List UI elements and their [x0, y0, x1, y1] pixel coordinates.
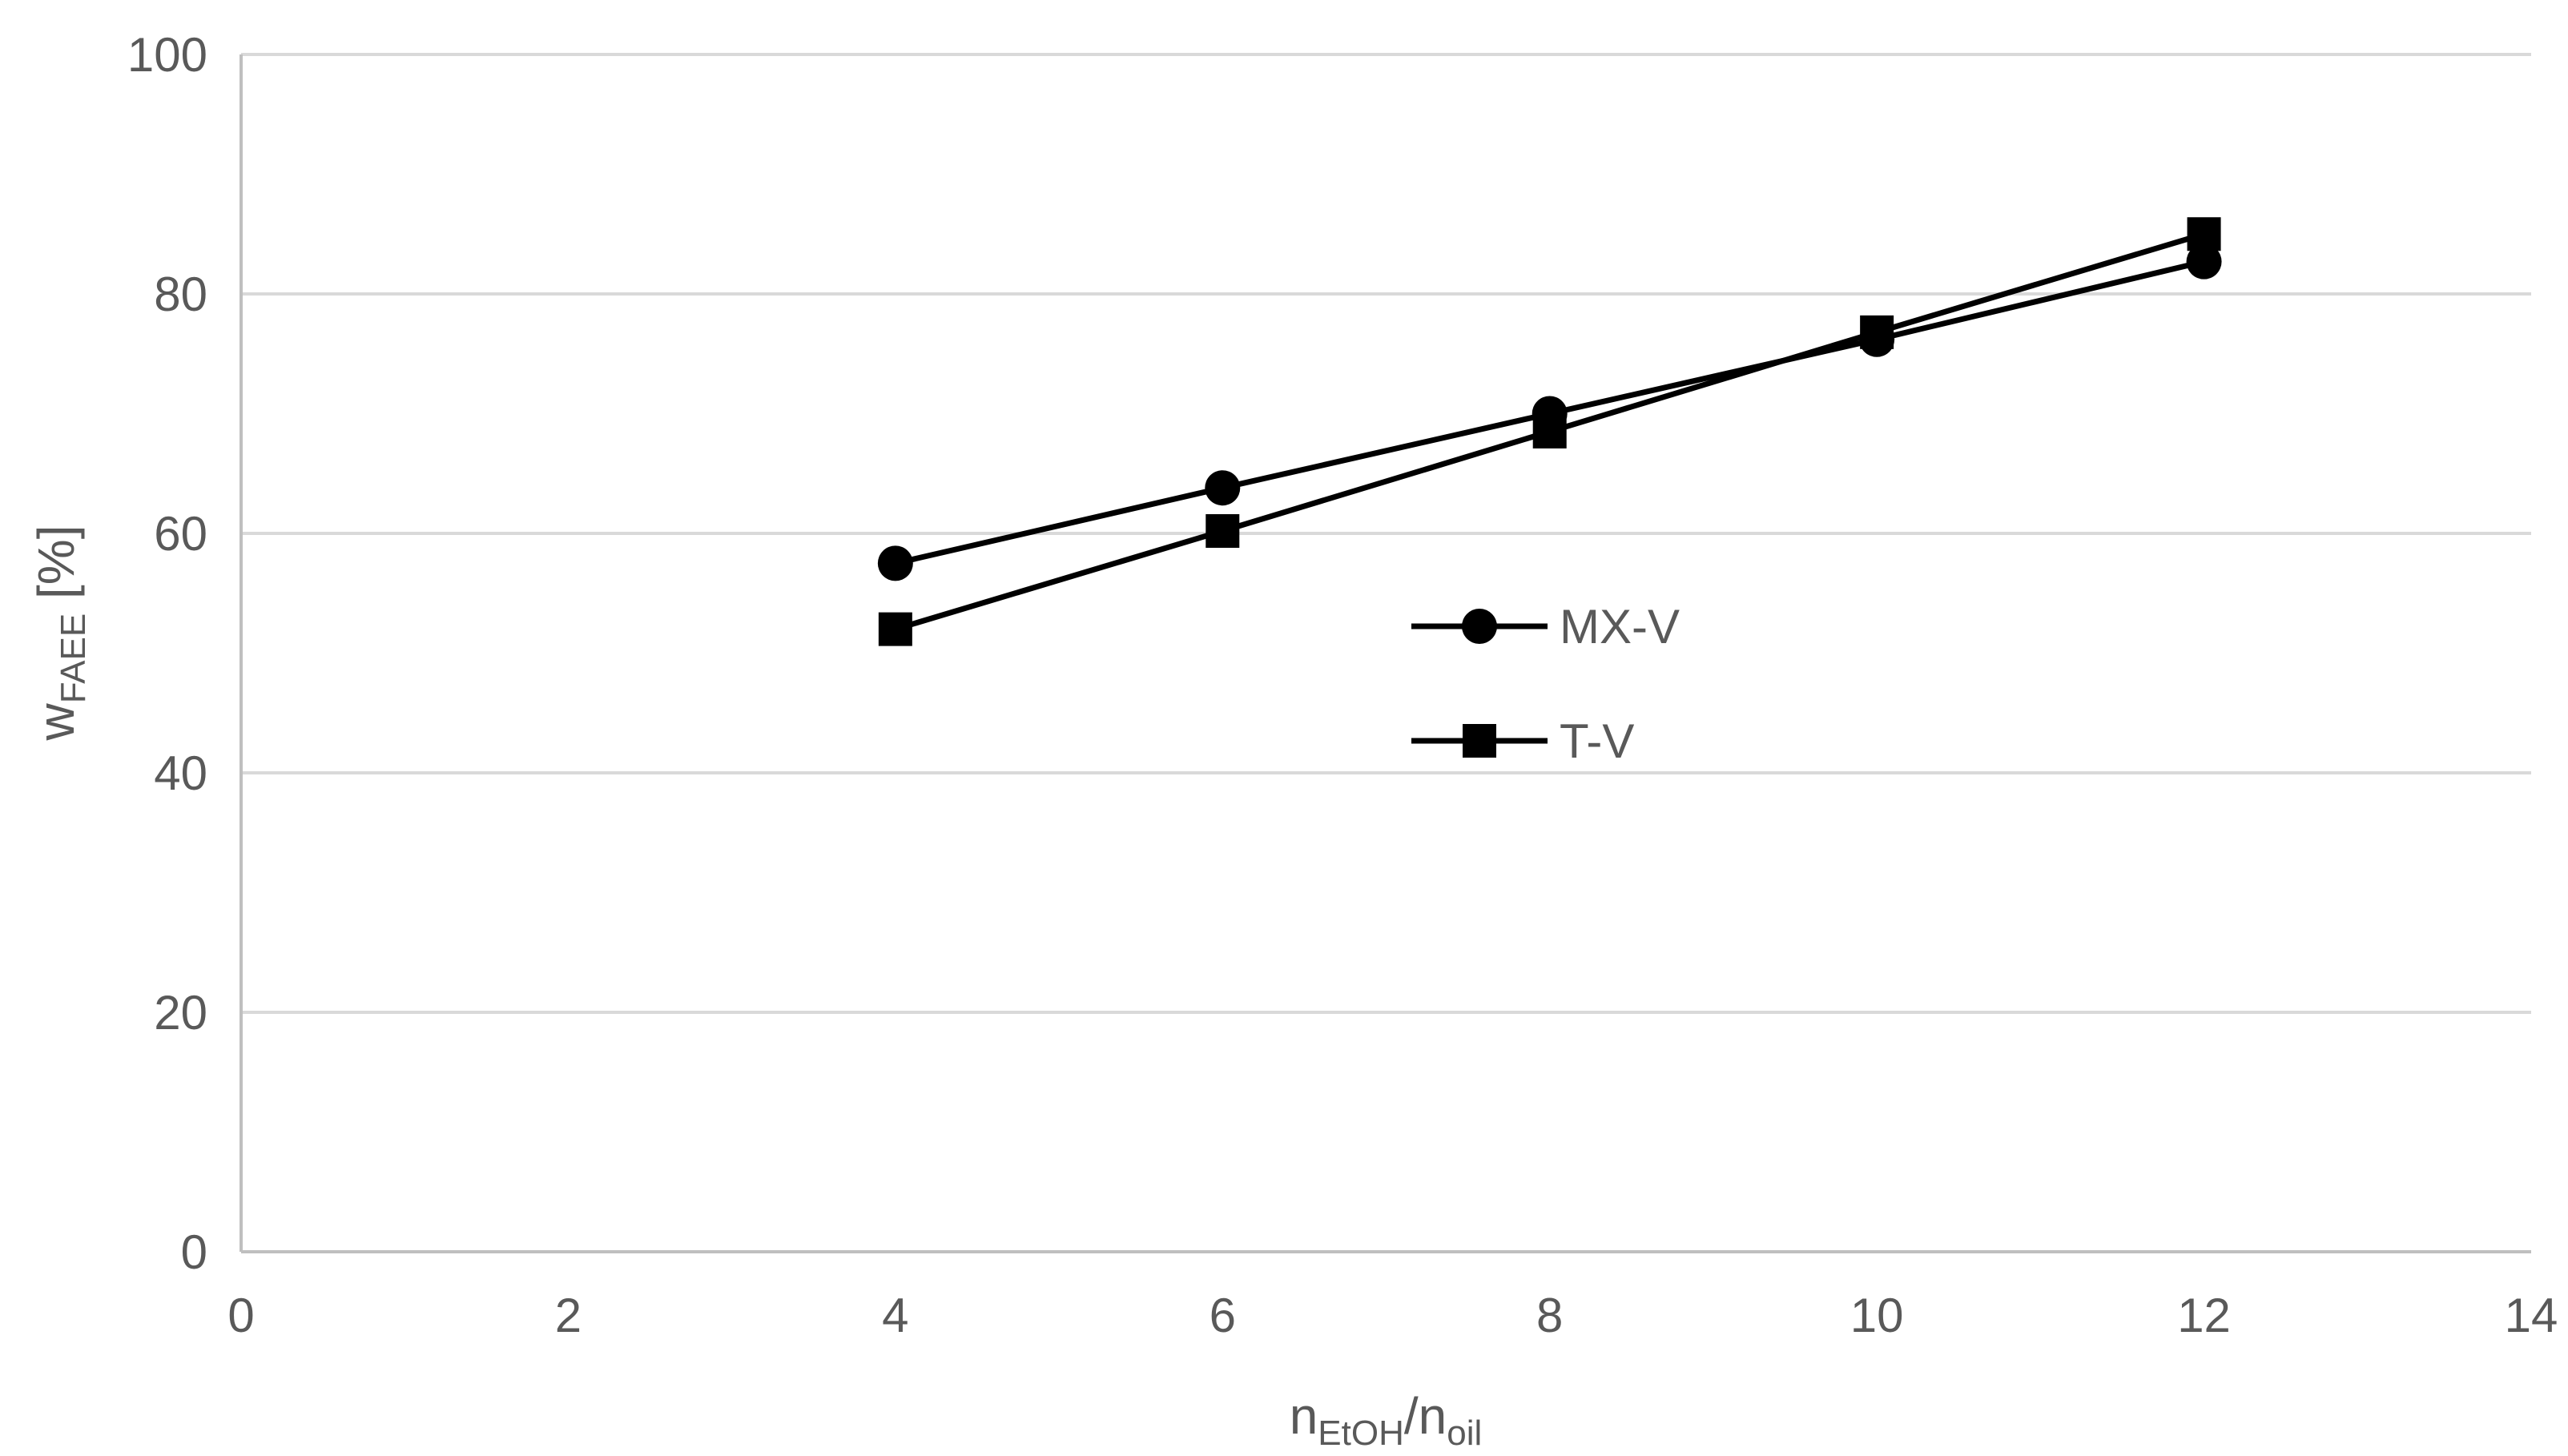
data-point-t-v-4: [878, 612, 912, 646]
legend-marker-mx-v: [1462, 609, 1497, 644]
data-point-mx-v-4: [877, 545, 913, 581]
x-tick-label-14: 14: [2505, 1289, 2558, 1342]
y-tick-label-80: 80: [154, 267, 207, 321]
x-tick-label-4: 4: [882, 1289, 908, 1342]
data-point-mx-v-12: [2186, 243, 2222, 280]
legend: MX-V T-V: [1411, 600, 1680, 768]
data-point-t-v-10: [1860, 315, 1894, 349]
x-tick-label-2: 2: [555, 1289, 582, 1342]
x-tick-labels: 0 2 4 6 8 10 12 14: [227, 1289, 2558, 1342]
y-axis-title: wFAEE [%]: [27, 525, 93, 742]
x-tick-label-0: 0: [227, 1289, 254, 1342]
y-tick-label-40: 40: [154, 746, 207, 800]
data-point-t-v-6: [1206, 514, 1240, 549]
legend-label-t-v: T-V: [1560, 714, 1634, 768]
y-tick-labels: 0 20 40 60 80 100: [127, 28, 207, 1279]
data-point-t-v-12: [2187, 217, 2221, 251]
data-point-mx-v-6: [1205, 470, 1241, 506]
x-tick-label-6: 6: [1210, 1289, 1236, 1342]
legend-marker-t-v: [1463, 724, 1496, 758]
gridlines: [241, 53, 2531, 1014]
x-tick-label-8: 8: [1536, 1289, 1563, 1342]
x-tick-label-10: 10: [1850, 1289, 1904, 1342]
series-group: [877, 217, 2222, 646]
y-tick-label-0: 0: [181, 1225, 207, 1279]
y-tick-label-100: 100: [127, 28, 207, 82]
data-point-t-v-8: [1532, 414, 1567, 448]
x-tick-label-12: 12: [2177, 1289, 2231, 1342]
axes: [239, 54, 2531, 1253]
y-tick-label-20: 20: [154, 986, 207, 1040]
legend-label-mx-v: MX-V: [1560, 600, 1680, 654]
y-tick-label-60: 60: [154, 507, 207, 561]
x-axis-title: nEtOH/noil: [1290, 1387, 1483, 1453]
